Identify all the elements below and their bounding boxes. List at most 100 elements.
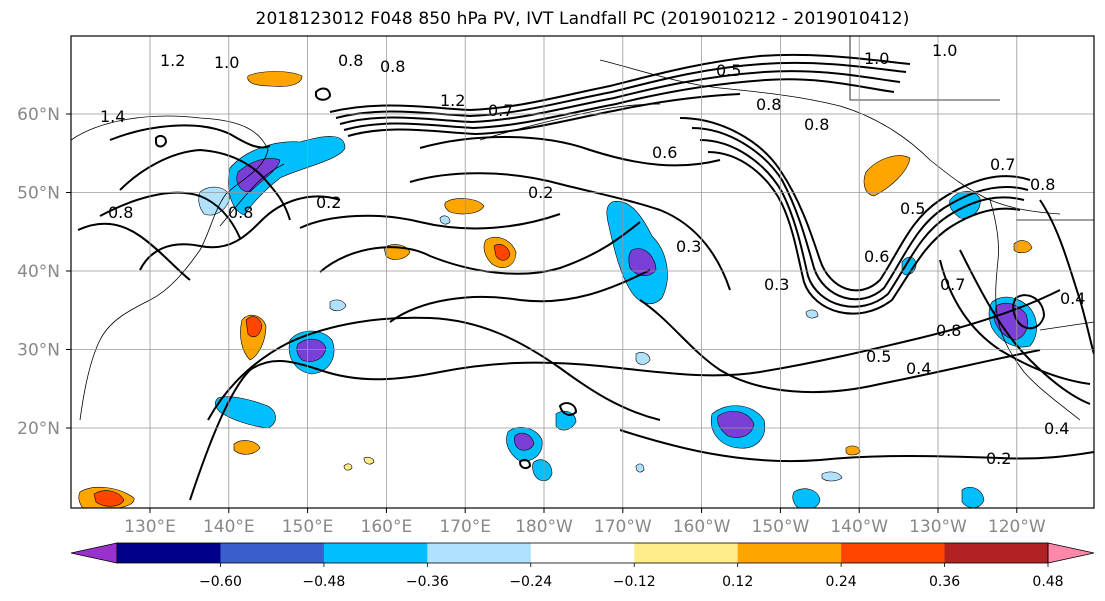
contour-line: [518, 458, 532, 470]
contour-line: [329, 53, 911, 113]
contour-label: 0.7: [488, 101, 513, 120]
colorbar-segment: [944, 543, 1049, 563]
colorbar-segment: [323, 543, 428, 563]
contour-label: 0.5: [900, 199, 925, 218]
latitude-label: 60°N: [17, 105, 60, 125]
contour-label: 1.2: [440, 91, 465, 110]
colorbar-tick-label: −0.12: [613, 574, 656, 590]
shade-lightblue-small-6: [439, 215, 451, 225]
longitude-label: 170°E: [439, 517, 491, 537]
contour-line: [299, 213, 561, 230]
shade-lightyellow-misc-2: [343, 463, 353, 471]
shade-blue-800: [792, 488, 821, 508]
contour-label: 0.4: [906, 359, 931, 378]
latitude-label: 30°N: [17, 341, 60, 361]
contour-line: [707, 151, 1021, 315]
shade-blue-912: [901, 256, 917, 276]
contour-label: 1.0: [214, 53, 239, 72]
colorbar-segment: [634, 543, 739, 563]
colorbar-tick-label: 0.12: [722, 574, 753, 590]
shade-royal-midpac: [628, 248, 657, 277]
boundary-us-mexico: [1039, 321, 1094, 331]
shade-orange-midlat-1: [444, 198, 485, 215]
colorbar-tick-label: −0.36: [406, 574, 449, 590]
contour-labels: 1.2 1.0 0.8 0.8 1.4 1.2 0.7 0.8 0.8 0.2 …: [100, 41, 1085, 468]
map-frame-background: [71, 36, 1094, 508]
colorbar: [70, 542, 1095, 564]
contour-line: [558, 402, 578, 416]
contour-line: [139, 195, 341, 271]
contour-line: [1039, 199, 1094, 355]
contour-line: [339, 70, 901, 125]
contour-line: [639, 299, 1041, 394]
contour-line: [389, 269, 651, 323]
colorbar-labels: −0.60 −0.48 −0.36 −0.24 −0.12 0.12 0.24 0.36 0.4…: [199, 563, 1064, 590]
shade-red-468: [493, 244, 511, 261]
colorbar-segment: [737, 543, 842, 563]
contour-label: 0.8: [804, 115, 829, 134]
map-title: 2018123012 F048 850 hPa PV, IVT Landfall…: [255, 9, 910, 29]
latitude-label: 20°N: [17, 419, 60, 439]
colorbar-extend-min: [70, 542, 118, 564]
contour-label: 0.8: [338, 51, 363, 70]
colorbar-tick-label: −0.48: [302, 574, 345, 590]
coastline-asia: [71, 115, 269, 421]
latitude-label: 50°N: [17, 184, 60, 204]
colorbar-extend-max: [1047, 542, 1095, 564]
contour-label: 1.0: [864, 49, 889, 68]
contour-label: 0.2: [316, 193, 341, 212]
contour-label: 0.2: [986, 449, 1011, 468]
shade-blue-556b: [555, 410, 577, 431]
coastline-japan: [219, 163, 285, 227]
longitude-label: 120°W: [988, 517, 1046, 537]
shade-lightyellow-misc-1: [363, 456, 375, 465]
contour-label: 1.0: [932, 41, 957, 60]
longitude-label: 160°W: [673, 517, 731, 537]
shade-royal-178: [514, 432, 535, 451]
contour-label: 0.3: [676, 237, 701, 256]
shade-lightblue-small-5: [821, 471, 843, 482]
longitude-label: 180°W: [515, 517, 573, 537]
contour-label: 0.8: [228, 203, 253, 222]
contour-label: 0.3: [764, 275, 789, 294]
shade-royal-15ne: [296, 338, 327, 362]
shade-lightblue-small-1: [329, 299, 347, 312]
colorbar-tick-label: 0.24: [826, 574, 857, 590]
shade-royal-740: [717, 411, 755, 438]
contour-line: [679, 117, 1031, 292]
contour-label: 1.4: [100, 107, 125, 126]
coastlines: [71, 36, 1094, 421]
contour-line: [343, 78, 895, 131]
contour-line: [419, 136, 721, 167]
longitude-label: 150°E: [282, 517, 334, 537]
colorbar-outline: [116, 542, 1049, 564]
contour-label: 0.6: [652, 143, 677, 162]
contour-label: 0.5: [866, 347, 891, 366]
axis-ticks: [66, 113, 1018, 513]
contour-label: 0.2: [528, 183, 553, 202]
contour-label: 1.2: [160, 51, 185, 70]
shade-orange-852: [845, 445, 861, 456]
contour-label: 0.8: [380, 57, 405, 76]
colorbar-tick-label: −0.24: [509, 574, 552, 590]
contour-line: [315, 87, 332, 101]
map-frame: [70, 35, 1095, 509]
shade-orange-236: [233, 440, 261, 455]
contour-label: 0.8: [108, 203, 133, 222]
colorbar-tick-label: −0.60: [199, 574, 242, 590]
longitude-labels: 130°E 140°E 150°E 160°E 170°E 180°W 170°W 160°W…: [124, 517, 1046, 537]
longitude-label: 160°E: [361, 517, 413, 537]
colorbar-segment: [530, 543, 635, 563]
graticule: [71, 36, 1094, 508]
contour-line: [699, 139, 1025, 308]
contour-label: 0.8: [936, 321, 961, 340]
shade-lightblue-small-3: [635, 463, 645, 473]
longitude-label: 140°W: [830, 517, 888, 537]
contour-line: [409, 172, 731, 291]
contour-line: [207, 316, 661, 421]
shade-blue-972: [961, 487, 985, 508]
colorbar-segment: [427, 543, 532, 563]
shade-lightblue-japan: [198, 186, 231, 216]
shade-orange-ne: [863, 155, 911, 197]
